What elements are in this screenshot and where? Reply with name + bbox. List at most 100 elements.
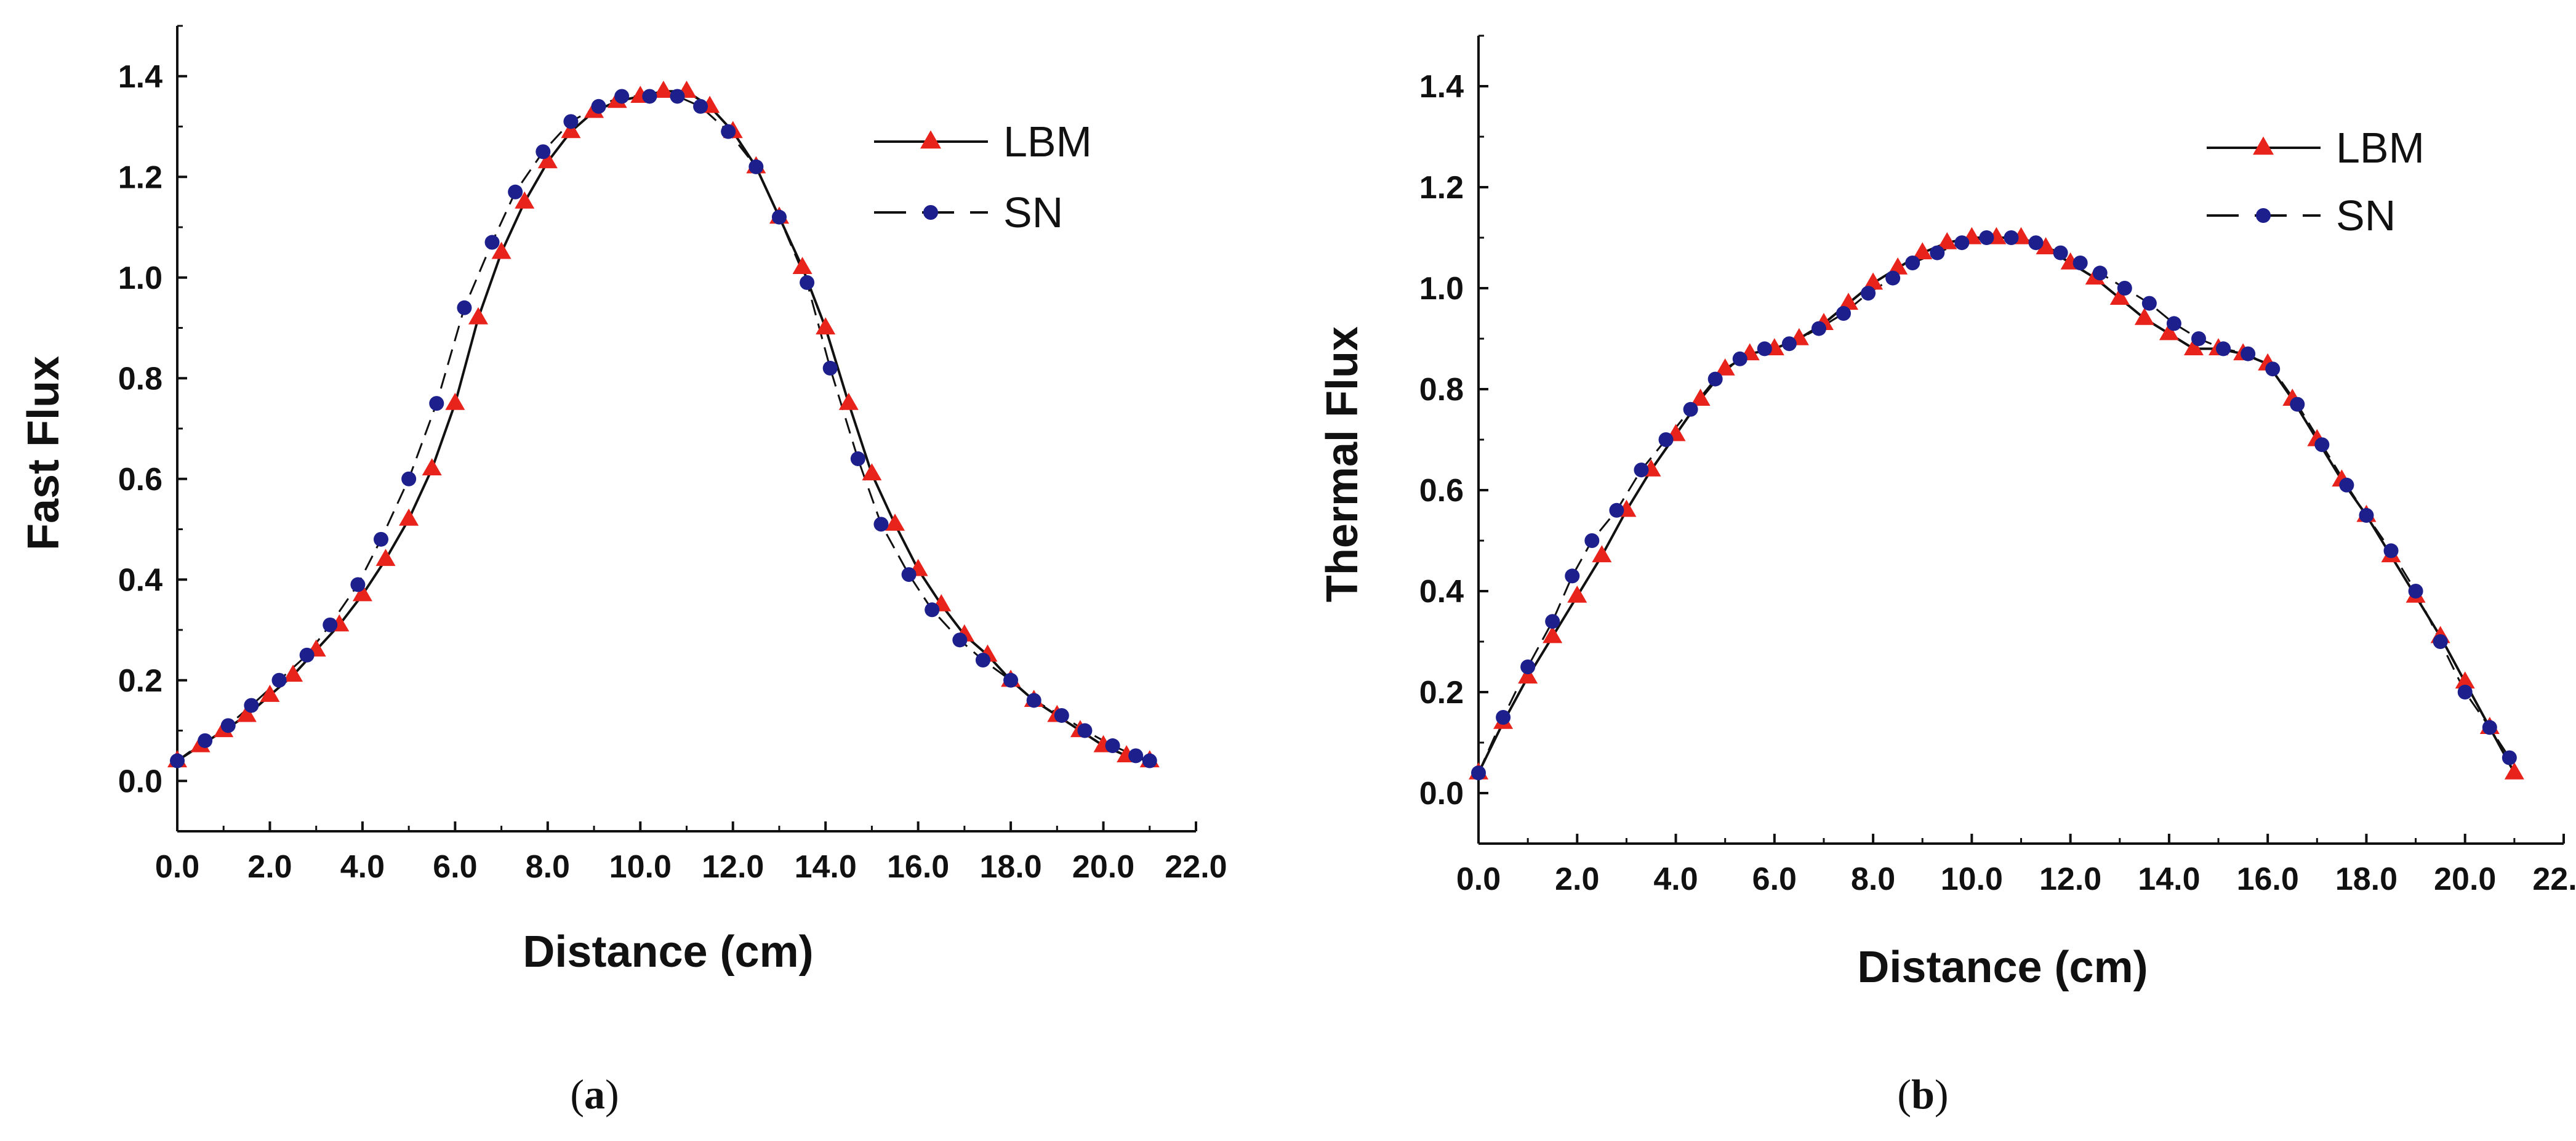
- point-lbm-a: [422, 458, 442, 475]
- point-sn-a: [271, 672, 287, 688]
- x-tick-label-b: 2.0: [1555, 861, 1599, 897]
- point-sn-b: [2482, 720, 2497, 735]
- point-sn-b: [2004, 230, 2019, 245]
- point-sn-a: [591, 99, 606, 114]
- x-axis-title-a: Distance (cm): [523, 927, 813, 977]
- point-sn-b: [2339, 477, 2354, 493]
- point-sn-b: [1811, 321, 1826, 336]
- point-lbm-a: [653, 81, 673, 98]
- point-sn-b: [2117, 281, 2132, 296]
- point-sn-a: [1054, 708, 1069, 723]
- x-axis-title-b: Distance (cm): [1857, 943, 2148, 992]
- point-sn-b: [2191, 331, 2206, 346]
- point-sn-b: [1732, 351, 1747, 366]
- point-lbm-a: [515, 191, 535, 209]
- point-lbm-a: [838, 392, 859, 410]
- point-sn-b: [1885, 270, 1901, 286]
- point-sn-b: [2028, 235, 2044, 251]
- point-sn-a: [401, 471, 417, 486]
- point-sn-a: [850, 451, 865, 467]
- point-sn-a: [975, 653, 990, 668]
- legend-marker-lbm-b: [2253, 136, 2274, 155]
- point-lbm-a: [445, 392, 465, 410]
- point-lbm-b: [2183, 338, 2204, 355]
- point-sn-b: [2265, 361, 2281, 377]
- x-tick-label-b: 22.0: [2532, 861, 2576, 897]
- x-tick-label-a: 16.0: [887, 849, 949, 885]
- point-lbm-b: [1567, 585, 1587, 603]
- point-sn-a: [323, 617, 338, 632]
- point-lbm-b: [1690, 389, 1711, 406]
- y-tick-label-b: 0.0: [1419, 776, 1464, 812]
- point-sn-a: [457, 300, 472, 315]
- x-tick-label-b: 20.0: [2434, 861, 2496, 897]
- caption-a: (a): [570, 1071, 619, 1118]
- point-lbm-a: [283, 664, 303, 682]
- y-tick-label-a: 1.0: [118, 260, 163, 296]
- point-sn-a: [244, 698, 259, 713]
- point-sn-b: [2433, 634, 2448, 649]
- point-sn-a: [822, 360, 838, 376]
- x-tick-label-a: 18.0: [979, 849, 1041, 885]
- point-sn-b: [1861, 286, 1876, 301]
- point-sn-a: [429, 396, 444, 411]
- x-tick-label-a: 22.0: [1165, 849, 1227, 885]
- point-sn-a: [901, 567, 917, 583]
- point-sn-a: [748, 159, 764, 174]
- series-line-sn-a: [177, 95, 1150, 762]
- x-tick-label-a: 6.0: [433, 849, 477, 885]
- point-sn-b: [2408, 584, 2423, 599]
- x-tick-label-b: 8.0: [1851, 861, 1895, 897]
- point-lbm-b: [1518, 666, 1538, 683]
- point-sn-a: [1105, 738, 1120, 754]
- point-sn-b: [2359, 508, 2374, 523]
- y-tick-label-a: 0.0: [118, 764, 163, 799]
- point-sn-a: [1003, 672, 1019, 688]
- point-sn-b: [1584, 533, 1600, 548]
- point-sn-a: [374, 531, 388, 547]
- point-lbm-b: [1715, 358, 1735, 376]
- point-sn-a: [721, 124, 736, 139]
- point-lbm-a: [816, 317, 836, 335]
- point-lbm-b: [2159, 323, 2179, 341]
- chart-panel-a: 0.0 2.0 4.0 6.0 8.0 10.0 12.0 14.0 16.0 18.0 20.0 2…: [19, 25, 1227, 977]
- point-sn-b: [1905, 256, 1920, 270]
- y-tick-label-b: 0.8: [1419, 372, 1464, 408]
- point-sn-a: [1077, 723, 1093, 738]
- legend-marker-sn-b: [2256, 208, 2271, 223]
- point-lbm-b: [2134, 307, 2154, 325]
- point-sn-b: [1609, 502, 1624, 518]
- point-lbm-b: [1912, 242, 1933, 260]
- point-sn-a: [771, 209, 787, 225]
- x-tick-label-a: 12.0: [702, 849, 764, 885]
- point-sn-a: [873, 517, 889, 532]
- x-tick-label-b: 0.0: [1456, 861, 1501, 897]
- x-tick-label-a: 20.0: [1072, 849, 1134, 885]
- point-sn-a: [952, 632, 968, 648]
- point-sn-b: [1545, 614, 1560, 629]
- point-lbm-a: [468, 307, 488, 325]
- point-sn-b: [1930, 245, 1945, 260]
- x-tick-label-b: 16.0: [2237, 861, 2299, 897]
- caption-b-letter: b: [1911, 1071, 1935, 1118]
- point-sn-b: [2072, 256, 2088, 270]
- point-lbm-b: [2036, 237, 2056, 254]
- point-sn-a: [1026, 693, 1041, 708]
- y-tick-label-a: 1.2: [118, 159, 163, 195]
- x-tick-label-b: 18.0: [2335, 861, 2397, 897]
- point-sn-b: [2166, 316, 2181, 331]
- chart-panel-b: 0.0 2.0 4.0 6.0 8.0 10.0 12.0 14.0 16.0 18.0 20.0 2…: [1318, 34, 2576, 992]
- y-tick-label-b: 0.6: [1419, 473, 1464, 509]
- x-tick-label-a: 4.0: [340, 849, 385, 885]
- point-sn-b: [2457, 685, 2473, 700]
- point-sn-a: [1142, 753, 1157, 768]
- point-sn-b: [2092, 265, 2108, 281]
- point-lbm-a: [491, 241, 512, 259]
- x-tick-label-b: 12.0: [2039, 861, 2101, 897]
- point-sn-b: [1979, 230, 1994, 245]
- x-tick-label-b: 6.0: [1752, 861, 1797, 897]
- y-tick-label-b: 1.2: [1419, 170, 1464, 206]
- point-lbm-a: [399, 508, 419, 526]
- point-lbm-a: [260, 685, 280, 702]
- point-lbm-b: [1888, 257, 1908, 275]
